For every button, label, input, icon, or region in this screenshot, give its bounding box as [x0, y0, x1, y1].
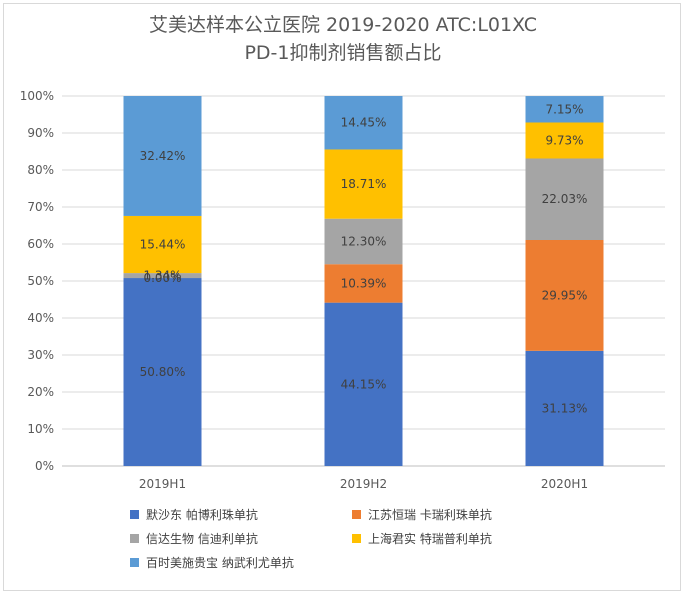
x-tick-label: 2019H1 — [139, 477, 186, 491]
bars — [123, 96, 604, 466]
data-label: 1.34% — [143, 269, 181, 283]
legend-swatch — [130, 558, 139, 567]
y-tick-label: 70% — [27, 200, 54, 214]
legend-label: 默沙东 帕博利珠单抗 — [146, 508, 258, 522]
data-label: 44.15% — [341, 377, 387, 391]
bar-segment — [324, 302, 403, 466]
bar-segment — [525, 240, 604, 351]
data-label: 9.73% — [545, 133, 583, 147]
bar-segment — [324, 218, 403, 265]
bar-segment — [525, 96, 604, 123]
legend-label: 江苏恒瑞 卡瑞利珠单抗 — [368, 508, 492, 522]
data-label: 50.80% — [140, 365, 186, 379]
bar-segment — [324, 264, 403, 303]
data-label: 0.00% — [143, 271, 181, 285]
legend-item: 江苏恒瑞 卡瑞利珠单抗 — [352, 506, 492, 523]
data-label: 29.95% — [542, 288, 588, 302]
y-tick-label: 90% — [27, 126, 54, 140]
y-tick-label: 40% — [27, 311, 54, 325]
y-tick-label: 10% — [27, 422, 54, 436]
legend-item: 上海君实 特瑞普利单抗 — [352, 530, 492, 547]
bar-segment — [123, 273, 202, 279]
legend-swatch — [130, 534, 139, 543]
y-tick-label: 100% — [20, 89, 54, 103]
data-label: 14.45% — [341, 116, 387, 130]
data-labels: 50.80% 0.00%1.34% 15.44% 32.42% 44.15% 10.39%… — [140, 102, 588, 415]
chart-subtitle: PD-1抑制剂销售额占比 — [244, 42, 442, 64]
y-tick-label: 0% — [35, 459, 54, 473]
bar-segment — [123, 96, 202, 216]
y-tick-label: 30% — [27, 348, 54, 362]
x-tick-label: 2019H2 — [340, 477, 387, 491]
legend-item: 信达生物 信迪利单抗 — [130, 530, 258, 547]
x-axis-ticks: 2019H1 2019H2 2020H1 — [139, 477, 588, 491]
y-tick-label: 50% — [27, 274, 54, 288]
data-label: 12.30% — [341, 234, 387, 248]
y-tick-label: 80% — [27, 163, 54, 177]
bar-segment — [123, 215, 202, 274]
legend-swatch — [352, 534, 361, 543]
data-label: 31.13% — [542, 401, 588, 415]
data-label: 7.15% — [545, 102, 583, 116]
chart-title: 艾美达样本公立医院 2019-2020 ATC:L01XC — [149, 14, 537, 36]
data-label: 18.71% — [341, 177, 387, 191]
bar-segment — [525, 350, 604, 466]
legend-label: 百时美施贵宝 纳武利尤单抗 — [146, 556, 294, 570]
legend-label: 上海君实 特瑞普利单抗 — [368, 532, 492, 546]
bar-segment — [324, 96, 403, 150]
legend-swatch — [352, 510, 361, 519]
data-label: 32.42% — [140, 149, 186, 163]
legend-item: 默沙东 帕博利珠单抗 — [130, 506, 258, 523]
data-label: 15.44% — [140, 238, 186, 252]
data-label: 10.39% — [341, 276, 387, 290]
y-tick-label: 20% — [27, 385, 54, 399]
y-tick-label: 60% — [27, 237, 54, 251]
bar-segment — [324, 149, 403, 219]
legend-item: 百时美施贵宝 纳武利尤单抗 — [130, 554, 294, 571]
bar-segment — [123, 278, 202, 466]
legend-swatch — [130, 510, 139, 519]
bar-segment — [525, 122, 604, 159]
y-axis-ticks: 0% 10% 20% 30% 40% 50% 60% 70% 80% 90% 100% — [20, 89, 54, 473]
bar-segment — [525, 158, 604, 241]
x-tick-label: 2020H1 — [541, 477, 588, 491]
data-label: 22.03% — [542, 192, 588, 206]
legend-label: 信达生物 信迪利单抗 — [146, 532, 258, 546]
